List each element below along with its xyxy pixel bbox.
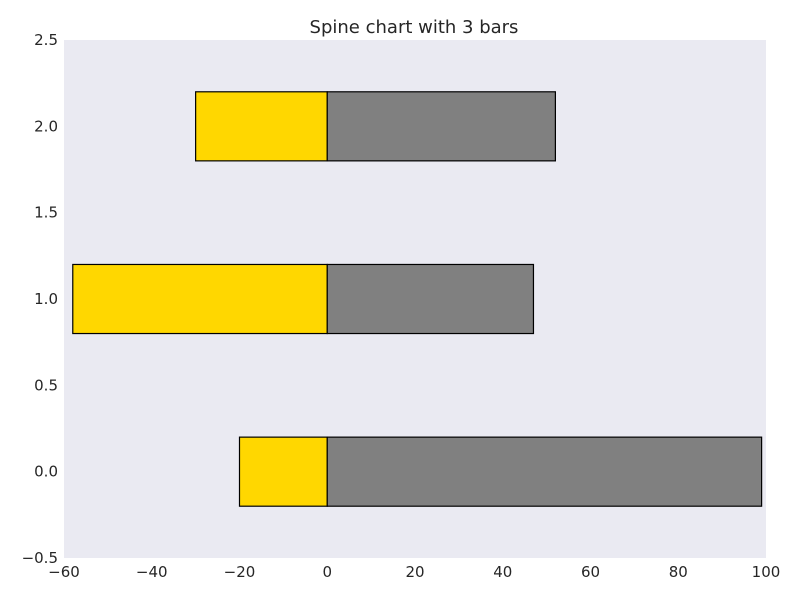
x-axis-ticks: −60 −40 −20 0 20 40 60 80 100 <box>48 563 780 581</box>
bar-negative-2 <box>195 91 328 162</box>
y-tick-label: 0.5 <box>34 376 58 394</box>
bar-negative-1 <box>72 263 328 335</box>
y-tick-label: 2.5 <box>34 31 58 49</box>
x-tick-label: 0 <box>322 563 332 581</box>
x-tick-label: 40 <box>493 563 512 581</box>
y-tick-label: 1.0 <box>34 290 58 308</box>
x-tick-label: −20 <box>224 563 256 581</box>
y-tick-label: 0.0 <box>34 463 58 481</box>
y-tick-label: −0.5 <box>22 549 58 567</box>
bar-group <box>72 91 763 507</box>
x-tick-label: −60 <box>48 563 80 581</box>
y-tick-label: 1.5 <box>34 204 58 222</box>
x-tick-label: 100 <box>752 563 781 581</box>
bar-positive-0 <box>326 436 763 507</box>
bar-negative-0 <box>238 436 328 507</box>
x-tick-label: 20 <box>405 563 424 581</box>
x-tick-label: −40 <box>136 563 168 581</box>
bar-positive-2 <box>326 91 556 162</box>
chart-title: Spine chart with 3 bars <box>310 17 519 38</box>
y-tick-label: 2.0 <box>34 117 58 135</box>
x-tick-label: 80 <box>669 563 688 581</box>
x-tick-label: 60 <box>581 563 600 581</box>
y-axis-ticks: −0.5 0.0 0.5 1.0 1.5 2.0 2.5 <box>22 31 58 567</box>
bar-positive-1 <box>326 263 535 335</box>
